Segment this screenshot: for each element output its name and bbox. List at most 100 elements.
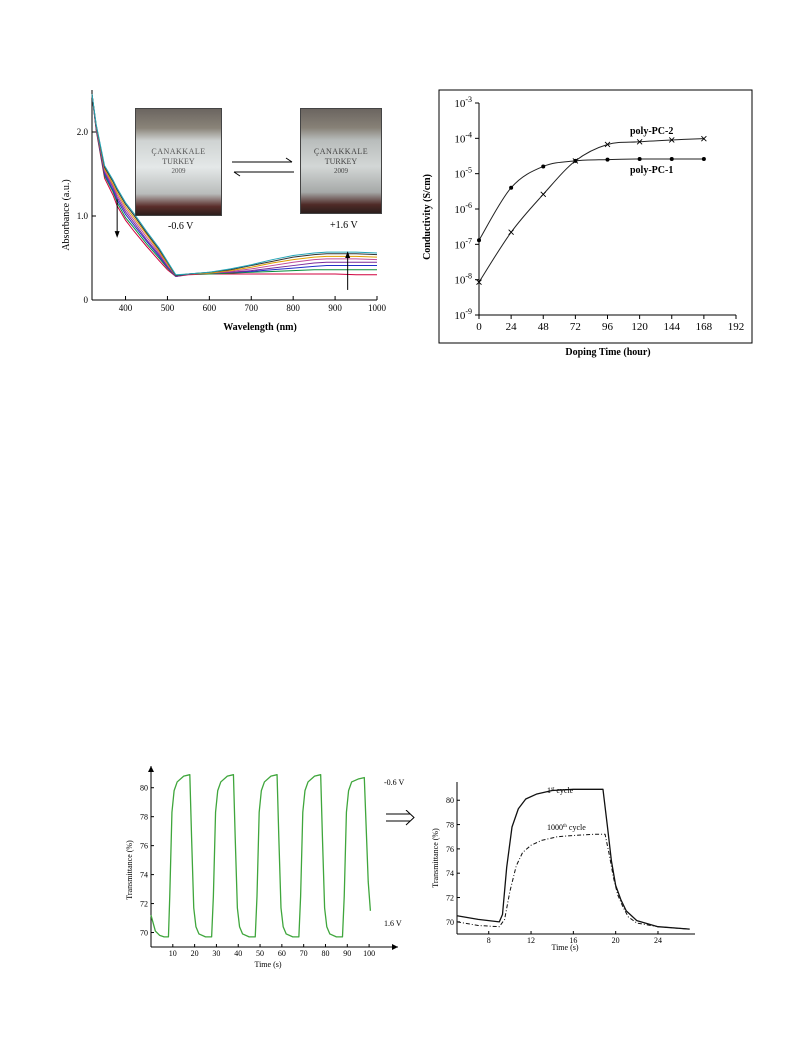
conductivity-point (669, 157, 674, 162)
conductivity-series-1 (478, 158, 704, 241)
transmittance-series-group (150, 774, 372, 938)
transmittance-x-tick-label: 20 (191, 949, 199, 958)
absorbance-x-tick-label: 700 (245, 303, 259, 313)
cycle-y-tick-label: 70 (446, 918, 454, 927)
vial-label-line-1-b: ÇANAKKALE (313, 147, 369, 156)
conductivity-x-tick-label: 48 (538, 321, 550, 333)
vial-label-line-2: TURKEY (162, 157, 195, 166)
cycle-y-tick-label: 76 (446, 845, 454, 854)
absorbance-xlabel: Wavelength (nm) (223, 322, 297, 333)
conductivity-y-tick-label: 10-9 (454, 307, 472, 322)
cycle-y-tick-label: 74 (446, 869, 454, 878)
cycle-x-tick-label: 20 (612, 936, 620, 945)
conductivity-point (509, 185, 514, 190)
transmittance-y-tick-label: 80 (140, 784, 148, 793)
label-1-6-v-c: 1.6 V (384, 919, 402, 928)
decrease-arrow-icon (114, 231, 120, 238)
vial-label-line-3-b: 2009 (334, 167, 348, 175)
conductivity-point (605, 157, 610, 162)
transmittance-y-tick-label: 72 (140, 900, 148, 909)
transmittance-x-tick-label: 100 (363, 949, 375, 958)
label-plus-1-6-v: +1.6 V (330, 220, 358, 231)
conductivity-xlabel: Doping Time (hour) (565, 347, 650, 358)
conductivity-y-tick-label: 10-8 (454, 272, 472, 287)
conductivity-x-tick-label: 192 (728, 321, 745, 333)
vial-label-line-2-b: TURKEY (324, 157, 358, 166)
cycle-x-tick-label: 16 (569, 936, 577, 945)
label-1st-cycle: 1st cycle (547, 786, 574, 795)
cycle-xlabel: Time (s) (551, 943, 578, 952)
increase-arrow-icon (345, 251, 351, 258)
conductivity-point (668, 137, 675, 143)
conductivity-point (541, 164, 546, 169)
transmittance-y-tick-label: 74 (140, 871, 148, 880)
transmittance-x-tick-label: 30 (212, 949, 220, 958)
conductivity-point (701, 135, 707, 142)
absorbance-x-tick-label: 800 (286, 303, 300, 313)
cycle-series-2 (456, 833, 690, 930)
photo-reduced-state: ÇANAKKALE TURKEY 2009 (135, 108, 222, 216)
absorbance-x-tick-label: 900 (328, 303, 342, 313)
transmittance-series (150, 774, 372, 938)
equilibrium-arrows (232, 157, 294, 177)
x-axis-arrow-icon (392, 944, 398, 950)
transmittance-x-tick-label: 70 (300, 949, 308, 958)
conductivity-point (637, 157, 642, 162)
cycle-x-tick-label: 8 (487, 936, 491, 945)
label-minus-0-6-v: -0.6 V (168, 221, 194, 232)
transmittance-x-tick-label: 60 (278, 949, 286, 958)
conductivity-x-tick-label: 0 (476, 321, 482, 333)
cycle-x-tick-label: 24 (654, 936, 662, 945)
conductivity-point (540, 191, 547, 198)
cycle-series-group (456, 788, 690, 930)
absorbance-y-tick-label: 2.0 (77, 127, 89, 137)
conductivity-point (636, 138, 643, 145)
cycle-axes: 8 12 16 20 24 70 72 74 76 78 80 (446, 782, 695, 945)
conductivity-point (477, 238, 481, 243)
conductivity-y-tick-label: 10-7 (454, 236, 472, 251)
conductivity-y-tick-label: 10-6 (454, 201, 472, 216)
transmittance-axes: 10 20 30 40 50 60 70 80 90 100 70 72 74 76 78 80 (140, 766, 398, 958)
absorbance-x-tick-label: 500 (161, 303, 175, 313)
transmittance-x-tick-label: 90 (343, 949, 351, 958)
cycle-y-tick-label: 80 (446, 796, 454, 805)
conductivity-chart: 0 24 48 72 96 120 144 168 192 10-3 10-4 10-5 10-6 10-… (422, 89, 753, 358)
legend-poly-pc-1: poly-PC-1 (630, 165, 673, 176)
absorbance-y-tick-label: 1.0 (77, 211, 89, 221)
conductivity-x-tick-label: 168 (696, 321, 713, 333)
conductivity-y-tick-label: 10-4 (454, 130, 472, 145)
transmittance-x-tick-label: 10 (169, 949, 177, 958)
conductivity-point (604, 141, 611, 148)
absorbance-x-tick-label: 600 (203, 303, 217, 313)
absorbance-x-tick-label: 1000 (368, 303, 387, 313)
absorbance-chart: 400 500 600 700 800 900 1000 0 1.0 2.0 Wavelength… (61, 90, 387, 333)
double-arrow-icon (386, 810, 415, 826)
conductivity-ylabel: Conductivity (S/cm) (422, 174, 433, 260)
cycle-comparison-chart: 8 12 16 20 24 70 72 74 76 78 80 Time (s) Transmitt… (431, 782, 695, 952)
label-minus-0-6-v-c: -0.6 V (384, 778, 405, 787)
conductivity-y-tick-label: 10-5 (454, 166, 472, 181)
cycle-x-tick-label: 12 (527, 936, 535, 945)
absorbance-series-group (91, 94, 378, 290)
cycle-y-tick-label: 78 (446, 821, 454, 830)
absorbance-x-tick-label: 400 (119, 303, 133, 313)
transmittance-y-tick-label: 70 (140, 929, 148, 938)
conductivity-point (572, 158, 579, 164)
conductivity-axes: 0 24 48 72 96 120 144 168 192 10-3 10-4 10-5 10-6 10-… (454, 95, 744, 333)
transmittance-x-tick-label: 80 (321, 949, 329, 958)
conductivity-x-tick-label: 120 (631, 321, 648, 333)
photo-oxidized-state: ÇANAKKALE TURKEY 2009 (300, 108, 382, 214)
absorbance-y-tick-label: 0 (84, 295, 89, 305)
absorbance-series-8 (91, 94, 378, 276)
transmittance-x-tick-label: 50 (256, 949, 264, 958)
transmittance-xlabel: Time (s) (254, 960, 281, 969)
absorbance-axes: 400 500 600 700 800 900 1000 0 1.0 2.0 (77, 90, 387, 313)
conductivity-frame (438, 89, 753, 344)
cycle-series-1 (456, 788, 690, 930)
conductivity-point (508, 229, 514, 236)
conductivity-x-tick-label: 72 (570, 321, 581, 333)
conductivity-series-group (476, 135, 707, 285)
conductivity-y-tick-label: 10-3 (454, 95, 472, 110)
transmittance-switching-chart: 10 20 30 40 50 60 70 80 90 100 70 72 74 76 78 80 Time (… (125, 766, 405, 969)
conductivity-point (476, 279, 482, 285)
